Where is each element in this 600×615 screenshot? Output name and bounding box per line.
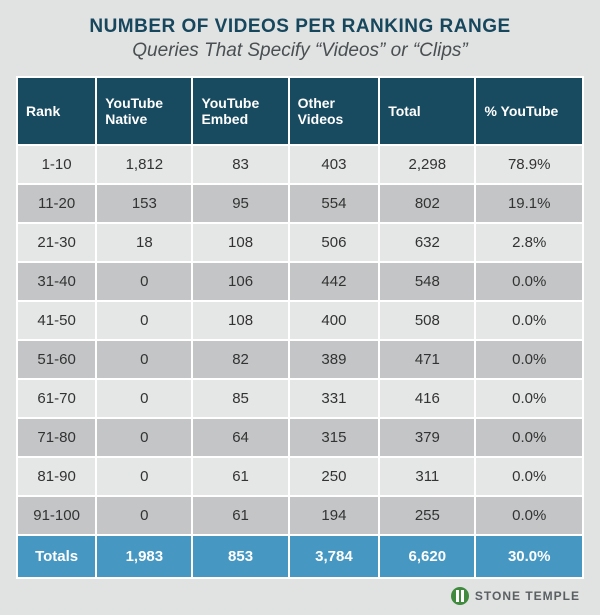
table-row: 1-101,812834032,29878.9% (17, 145, 583, 184)
table-cell: 0 (96, 340, 192, 379)
totals-pct: 30.0% (475, 535, 583, 578)
table-cell: 61 (192, 457, 288, 496)
totals-embed: 853 (192, 535, 288, 578)
table-row: 41-5001084005080.0% (17, 301, 583, 340)
table-cell: 61 (192, 496, 288, 535)
table-cell: 91-100 (17, 496, 96, 535)
table-cell: 0.0% (475, 340, 583, 379)
table-cell: 31-40 (17, 262, 96, 301)
table-cell: 0 (96, 457, 192, 496)
table-cell: 108 (192, 301, 288, 340)
table-cell: 255 (379, 496, 475, 535)
table-cell: 548 (379, 262, 475, 301)
table-row: 31-4001064425480.0% (17, 262, 583, 301)
table-cell: 0.0% (475, 379, 583, 418)
col-embed: YouTube Embed (192, 77, 288, 145)
col-other: Other Videos (289, 77, 380, 145)
table-cell: 315 (289, 418, 380, 457)
table-cell: 81-90 (17, 457, 96, 496)
table-cell: 0.0% (475, 262, 583, 301)
table-row: 81-900612503110.0% (17, 457, 583, 496)
table-row: 61-700853314160.0% (17, 379, 583, 418)
table-cell: 506 (289, 223, 380, 262)
table-cell: 106 (192, 262, 288, 301)
table-cell: 19.1% (475, 184, 583, 223)
table-cell: 21-30 (17, 223, 96, 262)
table-cell: 802 (379, 184, 475, 223)
infographic-card: NUMBER OF VIDEOS PER RANKING RANGE Queri… (0, 0, 600, 615)
table-cell: 11-20 (17, 184, 96, 223)
table-cell: 78.9% (475, 145, 583, 184)
totals-label: Totals (17, 535, 96, 578)
table-cell: 0.0% (475, 496, 583, 535)
table-row: 21-30181085066322.8% (17, 223, 583, 262)
totals-native: 1,983 (96, 535, 192, 578)
table-cell: 51-60 (17, 340, 96, 379)
table-cell: 194 (289, 496, 380, 535)
table-cell: 250 (289, 457, 380, 496)
col-pct: % YouTube (475, 77, 583, 145)
table-cell: 403 (289, 145, 380, 184)
table-cell: 153 (96, 184, 192, 223)
table-body: 1-101,812834032,29878.9%11-2015395554802… (17, 145, 583, 535)
col-total: Total (379, 77, 475, 145)
table-cell: 82 (192, 340, 288, 379)
table-cell: 632 (379, 223, 475, 262)
table-cell: 61-70 (17, 379, 96, 418)
table-cell: 400 (289, 301, 380, 340)
brand-footer: STONE TEMPLE (16, 579, 584, 607)
table-cell: 71-80 (17, 418, 96, 457)
table-cell: 416 (379, 379, 475, 418)
brand-logo-icon (451, 587, 469, 605)
table-row: 51-600823894710.0% (17, 340, 583, 379)
table-cell: 95 (192, 184, 288, 223)
table-cell: 442 (289, 262, 380, 301)
table-cell: 83 (192, 145, 288, 184)
table-header-row: Rank YouTube Native YouTube Embed Other … (17, 77, 583, 145)
ranking-table: Rank YouTube Native YouTube Embed Other … (16, 76, 584, 579)
table-cell: 331 (289, 379, 380, 418)
table-row: 91-1000611942550.0% (17, 496, 583, 535)
table-cell: 0 (96, 418, 192, 457)
col-rank: Rank (17, 77, 96, 145)
table-cell: 0 (96, 496, 192, 535)
table-cell: 2,298 (379, 145, 475, 184)
table-cell: 379 (379, 418, 475, 457)
table-cell: 64 (192, 418, 288, 457)
table-totals-row: Totals 1,983 853 3,784 6,620 30.0% (17, 535, 583, 578)
table-cell: 0 (96, 301, 192, 340)
totals-total: 6,620 (379, 535, 475, 578)
table-cell: 108 (192, 223, 288, 262)
chart-title: NUMBER OF VIDEOS PER RANKING RANGE (16, 16, 584, 38)
table-cell: 2.8% (475, 223, 583, 262)
table-cell: 554 (289, 184, 380, 223)
table-cell: 0 (96, 379, 192, 418)
table-cell: 389 (289, 340, 380, 379)
table-cell: 41-50 (17, 301, 96, 340)
brand-name: STONE TEMPLE (475, 589, 580, 603)
table-cell: 18 (96, 223, 192, 262)
table-cell: 471 (379, 340, 475, 379)
table-row: 71-800643153790.0% (17, 418, 583, 457)
col-native: YouTube Native (96, 77, 192, 145)
table-cell: 1-10 (17, 145, 96, 184)
table-cell: 311 (379, 457, 475, 496)
table-cell: 1,812 (96, 145, 192, 184)
totals-other: 3,784 (289, 535, 380, 578)
table-cell: 0 (96, 262, 192, 301)
table-cell: 85 (192, 379, 288, 418)
table-cell: 0.0% (475, 301, 583, 340)
table-row: 11-201539555480219.1% (17, 184, 583, 223)
table-cell: 508 (379, 301, 475, 340)
table-cell: 0.0% (475, 418, 583, 457)
table-cell: 0.0% (475, 457, 583, 496)
chart-subtitle: Queries That Specify “Videos” or “Clips” (16, 40, 584, 62)
